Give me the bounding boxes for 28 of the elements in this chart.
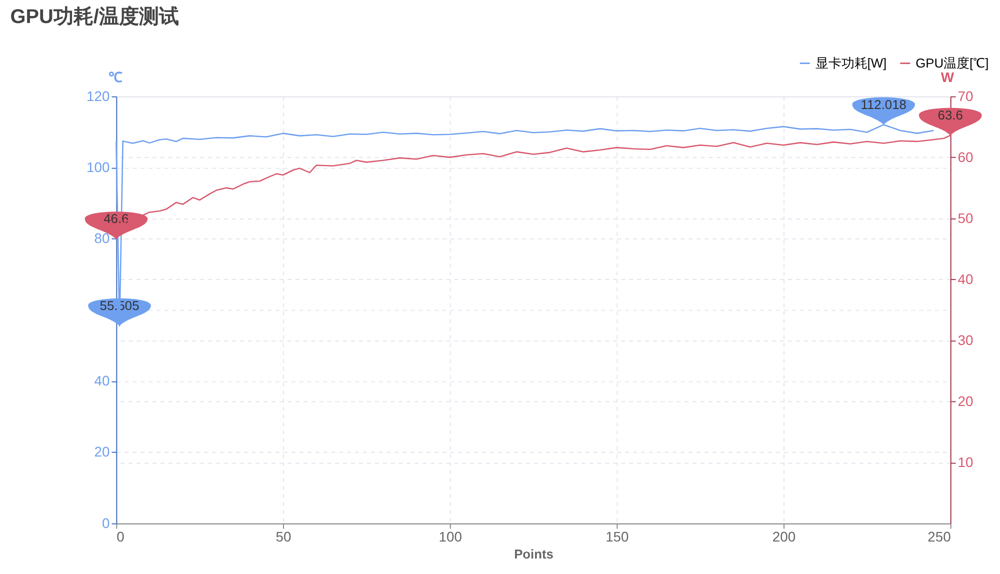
y-axis-title: ℃ — [108, 68, 123, 85]
annotation: 46.6 — [104, 211, 129, 226]
y2-tick-label: 20 — [958, 392, 974, 409]
y-tick-label: 20 — [94, 444, 110, 460]
chart-title: GPU功耗/温度测试 — [10, 4, 179, 28]
legend-label: 显卡功耗[W] — [815, 55, 887, 70]
annotation: 112.018 — [860, 96, 906, 112]
x-tick-label: 200 — [772, 528, 796, 545]
legend-label: GPU温度[℃] — [916, 55, 989, 70]
y2-tick-label: 60 — [958, 148, 974, 165]
x-tick-label: 50 — [276, 528, 292, 545]
x-tick-label: 100 — [438, 528, 462, 545]
annotation: 63.6 — [938, 107, 963, 122]
x-tick-label: 150 — [606, 528, 630, 545]
y2-tick-label: 30 — [958, 332, 974, 348]
y2-axis-title: W — [940, 68, 955, 85]
y2-tick-label: 70 — [958, 88, 974, 104]
y-tick-label: 0 — [102, 514, 110, 531]
y-tick-label: 40 — [94, 372, 110, 388]
x-axis-title: Points — [514, 546, 554, 562]
y-tick-label: 100 — [86, 158, 110, 175]
y-tick-label: 120 — [86, 88, 110, 104]
x-tick-label: 0 — [116, 528, 125, 545]
y2-tick-label: 10 — [958, 454, 974, 470]
y-tick-label: 80 — [94, 230, 110, 246]
y2-tick-label: 50 — [958, 210, 974, 226]
x-tick-label: 250 — [928, 528, 952, 545]
y2-tick-label: 40 — [958, 270, 974, 287]
